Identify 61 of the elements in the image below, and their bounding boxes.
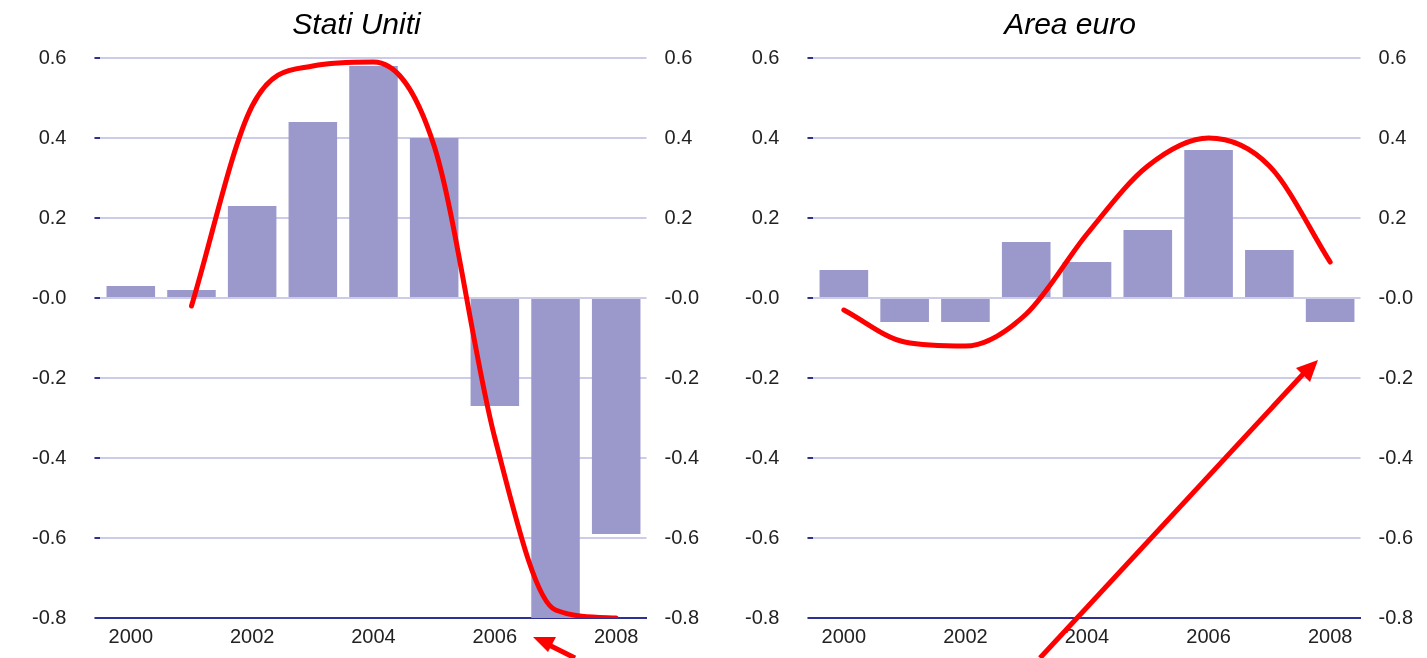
bar [941,299,990,322]
chart-title: Stati Uniti [292,7,423,41]
y-tick-label: -0.4 [744,445,780,468]
bar [288,122,338,297]
y2-tick-label: 0.4 [1378,125,1407,148]
x-tick-label: 2000 [108,624,154,647]
bar [1245,250,1294,297]
bar [1184,150,1233,297]
x-tick-label: 2002 [229,624,275,647]
bar [227,206,277,297]
y2-tick-label: -0.8 [1378,605,1414,628]
y-tick-label: -0.8 [31,605,67,628]
bar [880,299,929,322]
x-tick-label: 2002 [943,624,988,647]
y2-tick-label: -0.2 [1378,365,1414,388]
y2-tick-label: -0.4 [664,445,700,468]
y-tick-label: -0.4 [31,445,67,468]
y2-tick-label: -0.0 [664,285,700,308]
y-tick-label: -0.2 [31,365,67,388]
bar [106,286,156,297]
bar [1062,262,1112,297]
y-tick-label: 0.4 [751,125,780,148]
x-tick-label: 2000 [821,624,867,647]
y-tick-label: 0.6 [751,45,780,68]
x-tick-label: 2004 [351,624,396,647]
y-tick-label: 0.6 [38,45,67,68]
y-tick-label: -0.0 [31,285,67,308]
y2-tick-label: 0.2 [664,205,693,228]
y2-tick-label: -0.4 [1378,445,1414,468]
y2-tick-label: -0.6 [1378,525,1414,548]
y-tick-label: -0.2 [744,365,780,388]
y2-tick-label: -0.8 [664,605,700,628]
y-tick-label: 0.4 [38,125,67,148]
bar [819,270,869,297]
x-tick-label: 2004 [1064,624,1110,647]
bar [1123,230,1173,297]
bar [349,66,398,297]
y2-tick-label: 0.4 [664,125,693,148]
bar [409,138,459,297]
y-tick-label: -0.6 [744,525,780,548]
y2-tick-label: 0.6 [1378,45,1407,68]
y-tick-label: -0.8 [744,605,780,628]
bar [1001,242,1051,297]
y2-tick-label: 0.6 [664,45,693,68]
y-tick-label: 0.2 [751,205,780,228]
y2-tick-label: -0.0 [1378,285,1414,308]
bar [1305,299,1355,322]
x-tick-label: 2006 [472,624,518,647]
chart-title: Area euro [1002,7,1136,41]
bar [591,299,641,534]
y-tick-label: -0.0 [744,285,780,308]
y2-tick-label: -0.2 [664,365,700,388]
x-tick-label: 2008 [1307,624,1353,647]
y2-tick-label: -0.6 [664,525,700,548]
bar [470,299,520,406]
bar [531,299,580,618]
y2-tick-label: 0.2 [1378,205,1407,228]
x-tick-label: 2006 [1186,624,1231,647]
y-tick-label: 0.2 [38,205,67,228]
y-tick-label: -0.6 [31,525,67,548]
x-tick-label: 2008 [593,624,639,647]
